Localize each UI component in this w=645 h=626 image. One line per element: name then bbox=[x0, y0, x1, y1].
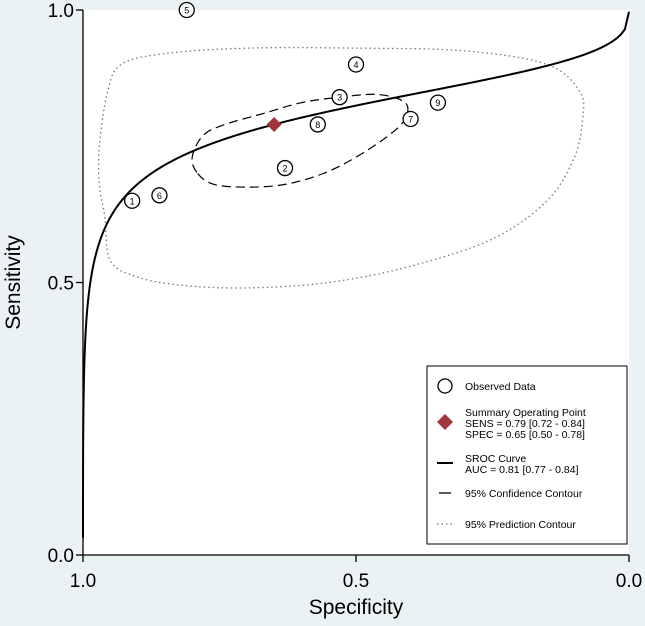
observed-point: 4 bbox=[347, 56, 365, 73]
observed-point-label: 9 bbox=[435, 98, 440, 108]
observed-data-layer: 1 2 3 4 5 6 7 8 9 bbox=[123, 1, 447, 209]
x-tick-label: 0.5 bbox=[343, 571, 369, 592]
observed-point-marker bbox=[429, 94, 447, 111]
y-axis-title: Sensitivity bbox=[2, 235, 25, 330]
sroc-curve bbox=[82, 11, 630, 538]
x-axis-title: Specificity bbox=[309, 596, 404, 619]
observed-point: 1 bbox=[123, 192, 141, 209]
observed-point-marker bbox=[347, 56, 365, 73]
legend-text: 95% Confidence Contour bbox=[465, 488, 583, 500]
legend-text: Observed Data bbox=[465, 381, 536, 393]
observed-point-label: 3 bbox=[337, 93, 342, 103]
observed-point: 6 bbox=[151, 187, 168, 204]
observed-point-marker bbox=[151, 187, 168, 204]
legend-text: SROC Curve bbox=[465, 453, 526, 465]
observed-point: 2 bbox=[276, 159, 294, 177]
summary-operating-point bbox=[266, 116, 282, 132]
observed-point-label: 2 bbox=[283, 164, 288, 174]
observed-point-label: 4 bbox=[353, 60, 358, 70]
legend-summary-marker bbox=[437, 414, 453, 430]
sroc-curve-layer bbox=[82, 11, 630, 538]
legend-text: 95% Prediction Contour bbox=[465, 519, 576, 531]
observed-point: 9 bbox=[429, 94, 447, 111]
legend-text: Summary Operating Point bbox=[465, 407, 586, 419]
legend-box bbox=[426, 365, 628, 545]
observed-point-marker bbox=[309, 116, 326, 133]
legend-text: SPEC = 0.65 [0.50 - 0.78] bbox=[465, 429, 585, 441]
x-tick-label: 0.0 bbox=[616, 571, 642, 592]
observed-point-marker bbox=[123, 192, 141, 209]
observed-point-label: 1 bbox=[130, 196, 135, 206]
observed-point: 7 bbox=[402, 110, 419, 128]
y-tick-label: 1.0 bbox=[48, 1, 74, 22]
axes-layer: 0.0 0.5 1.0 1.0 0.5 0.0 Specificity Sensitivity bbox=[2, 1, 642, 619]
summary-point-layer bbox=[266, 116, 282, 132]
observed-point-label: 5 bbox=[184, 6, 189, 16]
y-tick-label: 0.5 bbox=[48, 274, 74, 295]
observed-point-marker bbox=[331, 89, 348, 106]
confidence-contour-layer bbox=[191, 93, 409, 188]
legend-item-observed: Observed Data bbox=[437, 378, 536, 394]
x-tick-label: 1.0 bbox=[70, 571, 96, 592]
legend-text: AUC = 0.81 [0.77 - 0.84] bbox=[465, 464, 579, 476]
observed-point-marker bbox=[402, 110, 419, 128]
observed-point: 5 bbox=[178, 1, 195, 19]
observed-point-marker bbox=[276, 159, 294, 177]
legend-item-prediction: 95% Prediction Contour bbox=[437, 519, 576, 531]
legend-text: SENS = 0.79 [0.72 - 0.84] bbox=[465, 418, 585, 430]
confidence-contour bbox=[191, 93, 409, 188]
legend-observed-marker bbox=[437, 378, 453, 394]
y-tick-label: 0.0 bbox=[48, 546, 74, 567]
legend-item-confidence: 95% Confidence Contour bbox=[439, 488, 583, 500]
observed-point-marker bbox=[178, 1, 195, 19]
observed-point-label: 7 bbox=[408, 115, 413, 125]
observed-point: 3 bbox=[331, 89, 348, 106]
legend: Observed Data Summary Operating PointSENS… bbox=[426, 365, 628, 545]
observed-point: 8 bbox=[309, 116, 326, 133]
observed-point-label: 6 bbox=[157, 191, 162, 201]
observed-point-label: 8 bbox=[315, 120, 320, 130]
